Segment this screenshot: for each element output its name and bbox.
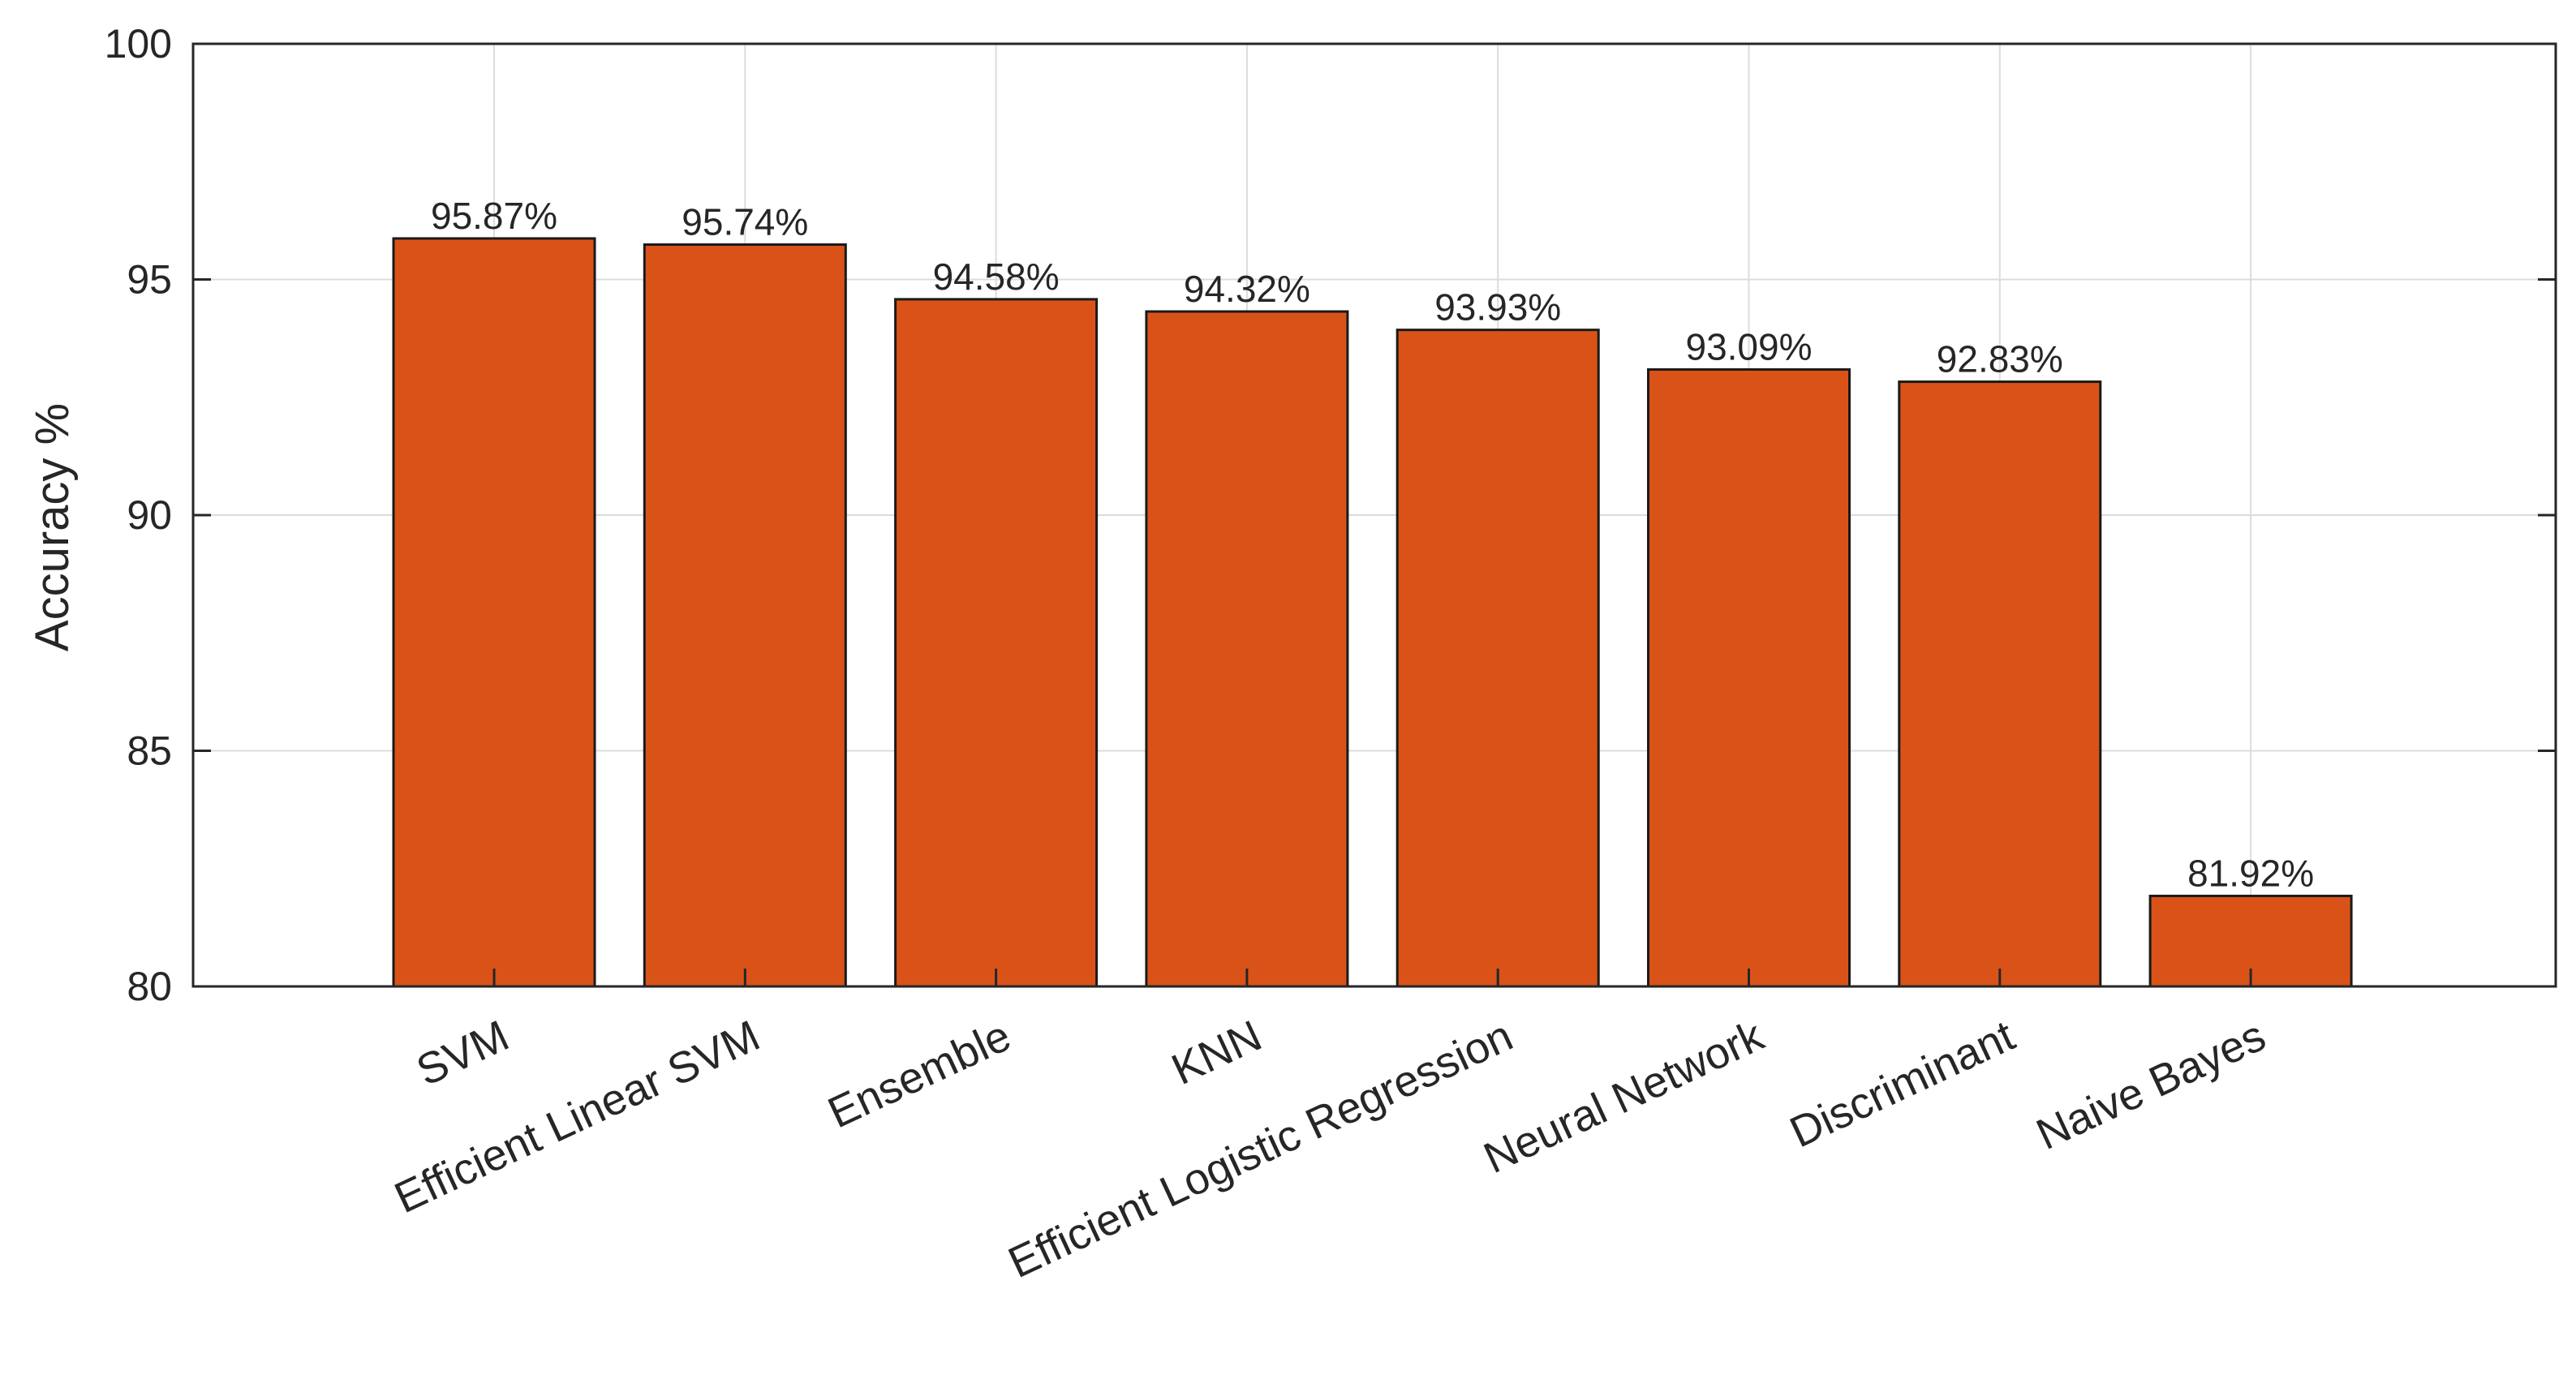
data-label: 95.74% [682, 201, 808, 243]
bar [1145, 310, 1349, 988]
y-axis-label: Accuracy % [26, 403, 79, 651]
y-tick-label: 100 [105, 21, 172, 67]
bars [392, 237, 2353, 988]
data-label: 93.93% [1434, 286, 1561, 329]
data-labels: 95.87% 95.74% 94.58% 94.32% 93.93% 93.09% 92.8… [431, 195, 2314, 894]
bar [1647, 367, 1851, 988]
data-label: 93.09% [1685, 325, 1812, 367]
bar [1898, 380, 2102, 988]
bar [894, 298, 1099, 988]
y-tick-label: 85 [127, 728, 172, 774]
bar [392, 237, 596, 988]
y-tick-label: 80 [127, 964, 172, 1009]
y-tick-label: 90 [127, 492, 172, 538]
y-tick-label: 95 [127, 257, 172, 303]
data-label: 92.83% [1937, 338, 2063, 380]
data-label: 81.92% [2187, 852, 2314, 894]
bar [643, 243, 847, 988]
data-label: 94.58% [933, 256, 1060, 298]
data-label: 95.87% [431, 195, 557, 237]
bar [1396, 329, 1600, 988]
y-ticks: 80 85 90 95 100 [105, 21, 2556, 1009]
data-label: 94.32% [1184, 268, 1310, 310]
